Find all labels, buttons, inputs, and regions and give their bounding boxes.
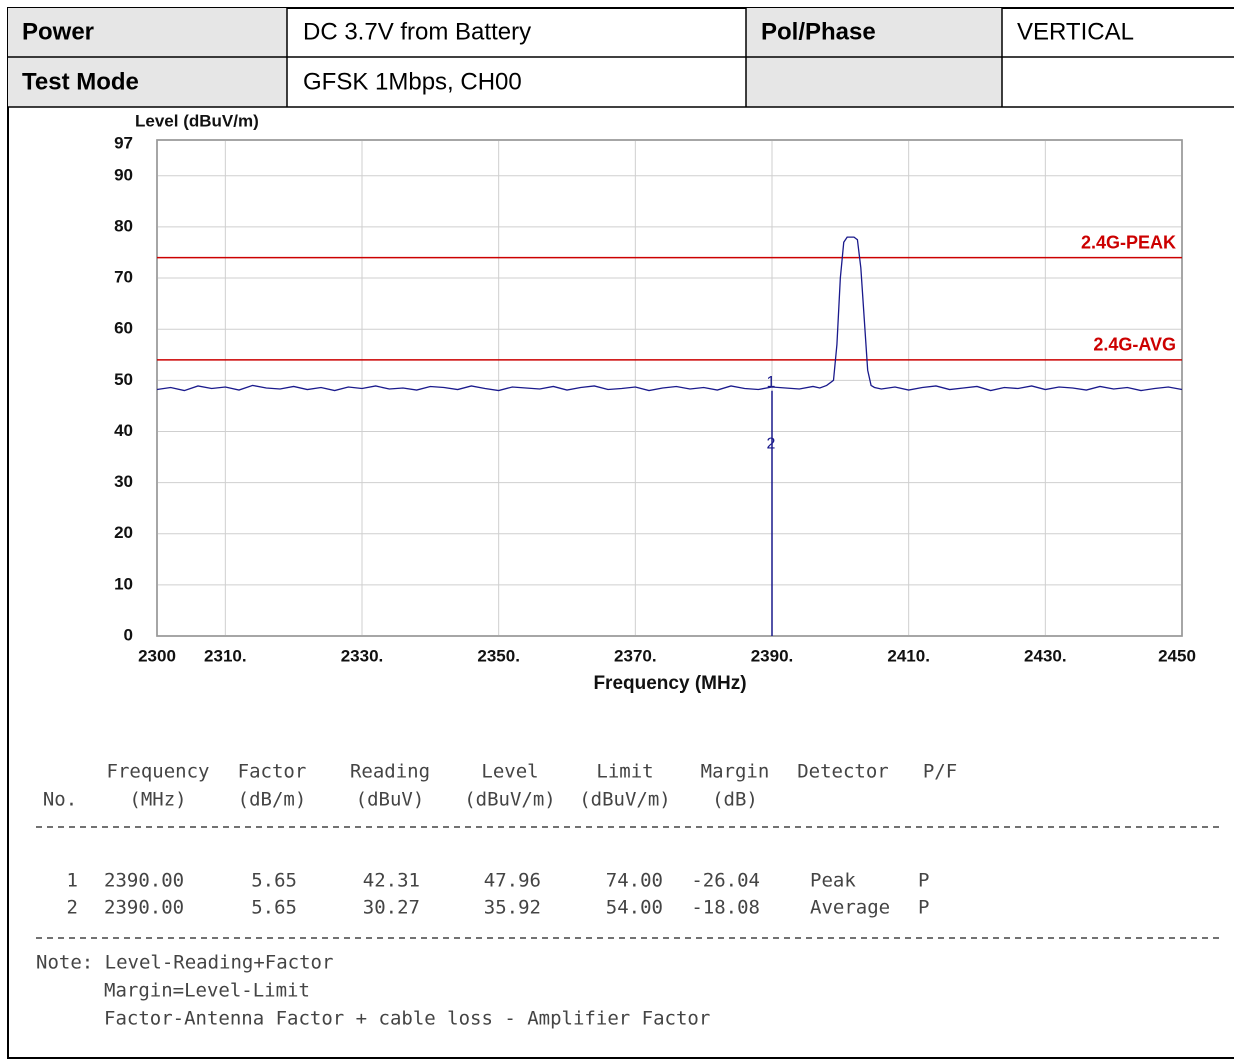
column-header: (MHz) <box>129 789 186 811</box>
y-tick-label: 70 <box>114 268 133 287</box>
x-tick-label: 2450 <box>1158 646 1196 665</box>
x-tick-label: 2310. <box>204 646 247 665</box>
table-cell: 5.65 <box>251 897 297 919</box>
column-header: Detector <box>797 761 889 783</box>
column-header: Limit <box>596 761 653 783</box>
table-cell: P <box>918 870 929 892</box>
y-tick-label: 10 <box>114 574 133 593</box>
results-table: No. Frequency (MHz) Factor (dB/m) Reading (dBu… <box>43 761 957 919</box>
table-cell: 35.92 <box>484 897 541 919</box>
y-tick-label: 30 <box>114 472 133 491</box>
table-cell: 42.31 <box>363 870 420 892</box>
limit-label: 2.4G-PEAK <box>1081 232 1176 252</box>
marker-label: 1 <box>767 374 776 391</box>
table-cell: 5.65 <box>251 870 297 892</box>
plot-border <box>156 139 1183 637</box>
chart: 0 10 20 30 40 50 60 70 80 90 97 2300 2310. 2330. 2350.… <box>114 133 1196 665</box>
info-value: VERTICAL <box>1017 18 1134 45</box>
x-tick-label: 2390. <box>751 646 794 665</box>
column-header: (dBuV/m) <box>464 789 556 811</box>
column-header: Level <box>481 761 538 783</box>
table-cell: -26.04 <box>691 870 760 892</box>
column-header: Factor <box>238 761 307 783</box>
column-header: No. <box>43 789 77 811</box>
y-tick-label: 80 <box>114 216 133 235</box>
column-header: Frequency <box>107 761 210 783</box>
table-cell: 54.00 <box>606 897 663 919</box>
limit-label: 2.4G-AVG <box>1093 335 1176 355</box>
y-tick-label: 97 <box>114 133 133 152</box>
x-tick-label: 2370. <box>614 646 657 665</box>
y-axis-label: Level (dBuV/m) <box>135 111 259 130</box>
table-cell: 2390.00 <box>104 897 184 919</box>
plot-area <box>156 139 1183 637</box>
table-cell: 74.00 <box>606 870 663 892</box>
marker-label: 2 <box>767 436 776 453</box>
table-cell: 47.96 <box>484 870 541 892</box>
table-cell: 30.27 <box>363 897 420 919</box>
table-cell: 1 <box>67 870 78 892</box>
y-tick-label: 50 <box>114 370 133 389</box>
column-header: P/F <box>923 761 957 783</box>
note: Factor-Antenna Factor + cable loss - Amp… <box>104 1008 710 1030</box>
x-tick-label: 2410. <box>887 646 930 665</box>
column-header: Margin <box>701 761 770 783</box>
column-header: (dB/m) <box>238 789 307 811</box>
note: Note: Level-Reading+Factor <box>36 952 333 974</box>
y-tick-label: 40 <box>114 421 133 440</box>
y-tick-label: 0 <box>124 625 133 644</box>
note: Margin=Level-Limit <box>104 980 310 1002</box>
table-cell: P <box>918 897 929 919</box>
x-tick-label: 2350. <box>477 646 520 665</box>
column-header: Reading <box>350 761 430 783</box>
info-label: Test Mode <box>22 68 139 95</box>
x-tick-label: 2330. <box>341 646 384 665</box>
x-tick-label: 2300 <box>138 646 176 665</box>
table-cell: Average <box>810 897 890 919</box>
table-cell: 2390.00 <box>104 870 184 892</box>
y-tick-label: 90 <box>114 165 133 184</box>
table-cell: -18.08 <box>691 897 760 919</box>
table-cell: Peak <box>810 870 856 892</box>
column-header: (dBuV) <box>356 789 425 811</box>
info-label: Pol/Phase <box>761 18 876 45</box>
x-axis-label: Frequency (MHz) <box>593 673 746 694</box>
header-grid <box>8 8 1234 108</box>
trace-line <box>156 236 1183 392</box>
x-tick-label: 2430. <box>1024 646 1067 665</box>
column-header: (dB) <box>712 789 758 811</box>
info-value: DC 3.7V from Battery <box>303 18 531 45</box>
info-label: Power <box>22 18 94 45</box>
y-tick-label: 20 <box>114 523 133 542</box>
table-cell: 2 <box>67 897 78 919</box>
y-tick-label: 60 <box>114 319 133 338</box>
info-value: GFSK 1Mbps, CH00 <box>303 68 522 95</box>
column-header: (dBuV/m) <box>579 789 671 811</box>
